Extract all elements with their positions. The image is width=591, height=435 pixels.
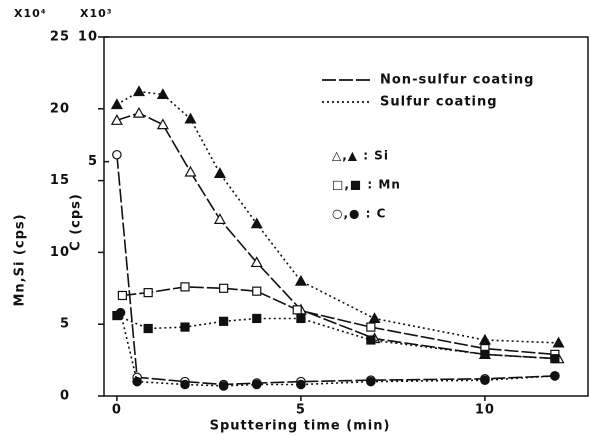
triangle-marker: [250, 256, 263, 268]
circle-marker: [366, 376, 376, 387]
square-marker: [180, 322, 190, 332]
y-tick-label: 5: [60, 317, 70, 332]
circle-marker: [180, 379, 190, 390]
circle-marker: [115, 307, 126, 318]
square-marker: [252, 313, 262, 324]
y-multiplier: X10⁴: [14, 7, 47, 20]
square-marker: [143, 288, 153, 298]
triangle-marker: [132, 106, 145, 118]
y-tick-label: 25: [50, 30, 70, 45]
x-tick-label: 5: [296, 403, 306, 418]
triangle-marker: [156, 118, 169, 130]
y2-multiplier: X10³: [80, 7, 113, 20]
square-marker: [180, 282, 190, 292]
legend-label: Non-sulfur coating: [380, 73, 534, 88]
legend-label: △,▲ : Si: [332, 149, 389, 163]
x-axis-label: Sputtering time (min): [210, 419, 391, 434]
triangle-marker: [213, 213, 226, 224]
square-marker: [550, 354, 560, 364]
y-axis-label: Mn,Si (cps): [13, 213, 28, 306]
circle-marker: [218, 381, 229, 391]
square-marker: [252, 286, 262, 296]
square-marker: [480, 349, 490, 359]
y2-axis-label: C (cps): [69, 193, 84, 251]
y-tick-label: 10: [50, 245, 70, 260]
triangle-marker: [110, 98, 123, 110]
square-marker: [117, 290, 128, 301]
y-tick-label: 0: [60, 389, 70, 404]
x-tick-label: 10: [475, 403, 495, 418]
triangle-marker: [368, 312, 381, 324]
triangle-marker: [250, 217, 263, 229]
legend-label: □,■ : Mn: [332, 178, 401, 192]
y-tick-label: 15: [50, 173, 70, 188]
x-tick-label: 0: [112, 403, 122, 418]
circle-marker: [480, 375, 490, 386]
legend-label: ○,● : C: [332, 207, 386, 221]
plot-frame: [103, 36, 589, 397]
triangle-marker: [184, 112, 197, 124]
square-marker: [143, 323, 153, 334]
square-marker: [366, 335, 376, 345]
series-line: [116, 314, 555, 360]
triangle-marker: [132, 85, 145, 97]
series-line: [116, 112, 559, 360]
triangle-marker: [110, 114, 123, 125]
circle-marker: [112, 149, 122, 160]
circle-marker: [132, 376, 142, 387]
square-marker: [296, 313, 306, 324]
triangle-marker: [552, 336, 565, 348]
square-marker: [219, 316, 229, 326]
legend-label: Sulfur coating: [380, 95, 498, 110]
y2-tick-label: 10: [78, 30, 98, 45]
triangle-marker: [184, 165, 197, 177]
circle-marker: [296, 379, 306, 390]
square-marker: [292, 305, 302, 315]
square-marker: [219, 283, 229, 293]
triangle-marker: [478, 333, 491, 345]
y-tick-label: 20: [50, 101, 70, 116]
triangle-marker: [294, 274, 307, 286]
circle-marker: [550, 371, 560, 381]
triangle-marker: [156, 88, 169, 100]
series-line: [122, 286, 555, 356]
square-marker: [366, 322, 376, 332]
triangle-marker: [213, 167, 226, 179]
y2-tick-label: 5: [88, 154, 98, 169]
circle-marker: [251, 379, 262, 390]
